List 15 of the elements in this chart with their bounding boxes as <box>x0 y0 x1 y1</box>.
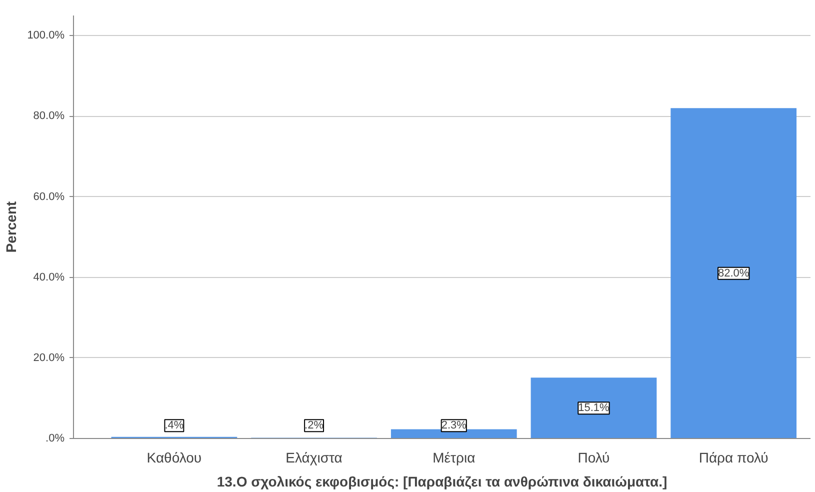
y-tick-label: 60.0% <box>33 190 65 203</box>
x-tick-label: Καθόλου <box>146 450 202 466</box>
y-tick-label: 20.0% <box>33 352 65 364</box>
y-tick-label: .0% <box>46 432 65 444</box>
x-axis-title: 13.Ο σχολικός εκφοβισμός: [Παραβιάζει τα ανθρώπινα δικαιώματα.] <box>216 474 668 490</box>
x-tick-label: Μέτρια <box>432 450 476 466</box>
data-label: 2.3% <box>441 420 467 432</box>
y-tick-label: 40.0% <box>33 271 65 284</box>
x-tick-label: Ελάχιστα <box>286 450 342 466</box>
y-tick-label: 80.0% <box>33 110 65 122</box>
x-tick-label: Πολύ <box>578 450 610 466</box>
x-tick-label: Πάρα πολύ <box>698 450 768 466</box>
y-axis-title: Percent <box>3 200 20 253</box>
data-label: 15.1% <box>578 402 610 414</box>
y-tick-label: 100.0% <box>27 30 65 42</box>
